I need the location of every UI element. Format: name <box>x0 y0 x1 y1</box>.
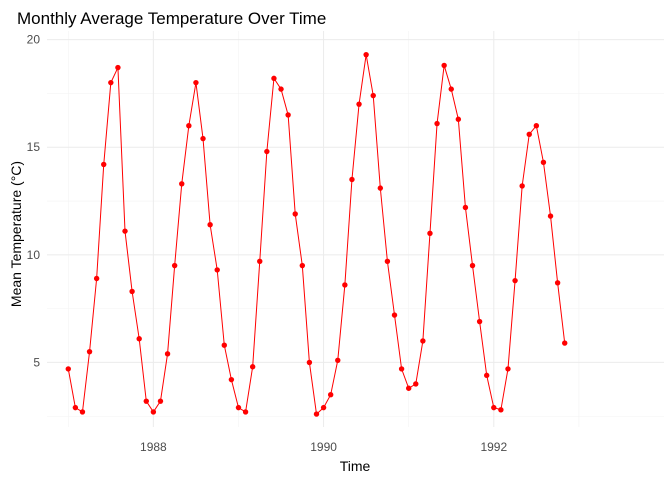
y-axis-title: Mean Temperature (°C) <box>8 161 24 307</box>
data-point <box>356 101 362 107</box>
data-point <box>65 366 71 372</box>
minor-gridlines <box>47 31 664 427</box>
x-axis-tick-labels: 1988 1990 1992 <box>140 440 507 454</box>
data-point <box>342 282 348 288</box>
temperature-series-points <box>65 51 568 417</box>
data-point <box>526 131 532 138</box>
data-point <box>455 116 462 122</box>
data-point <box>491 404 497 411</box>
data-point <box>335 357 341 363</box>
temperature-series-line <box>67 54 566 416</box>
data-point <box>285 112 291 118</box>
data-point <box>441 62 447 69</box>
data-point <box>292 211 298 217</box>
data-point <box>484 372 490 379</box>
data-point <box>363 51 369 58</box>
data-point <box>129 288 135 295</box>
data-point <box>242 409 249 415</box>
data-point <box>512 277 518 284</box>
data-point <box>179 181 185 187</box>
data-point <box>562 340 568 346</box>
data-point <box>235 404 242 411</box>
data-point <box>427 230 433 237</box>
major-gridlines <box>47 31 664 427</box>
y-axis-tick-labels: 5 10 15 20 <box>27 33 41 370</box>
data-point <box>136 336 142 342</box>
data-point <box>505 366 511 372</box>
data-point <box>533 122 540 129</box>
data-point <box>122 228 128 234</box>
data-point <box>377 185 384 191</box>
data-point <box>313 411 320 417</box>
y-tick-label: 10 <box>27 248 41 262</box>
data-point <box>519 183 525 189</box>
x-tick-label: 1990 <box>310 440 337 454</box>
data-point <box>214 267 220 273</box>
data-point <box>278 86 284 92</box>
data-point <box>540 159 547 165</box>
data-point <box>391 312 398 318</box>
y-tick-label: 20 <box>27 33 41 47</box>
data-point <box>186 122 192 129</box>
chart-title: Monthly Average Temperature Over Time <box>17 9 326 28</box>
data-point <box>79 409 86 415</box>
y-tick-label: 5 <box>33 355 40 369</box>
data-point <box>448 86 454 92</box>
data-point <box>462 204 469 211</box>
data-point <box>306 359 313 366</box>
data-point <box>469 262 476 269</box>
data-point <box>228 376 235 383</box>
data-point <box>349 176 355 183</box>
data-point <box>327 392 334 398</box>
data-point <box>171 262 178 269</box>
data-point <box>299 262 306 269</box>
data-point <box>108 79 114 86</box>
data-point <box>193 79 199 86</box>
x-axis-title: Time <box>340 458 371 474</box>
data-point <box>249 364 256 370</box>
data-point <box>143 398 149 404</box>
data-point <box>115 64 121 71</box>
data-point <box>398 366 405 372</box>
data-point <box>164 351 171 357</box>
data-point <box>476 318 483 325</box>
data-point <box>413 381 419 387</box>
data-point <box>384 258 391 264</box>
x-tick-label: 1988 <box>140 440 167 454</box>
data-point <box>405 385 412 391</box>
data-point <box>420 338 426 344</box>
data-point <box>320 404 327 411</box>
x-tick-label: 1992 <box>480 440 507 454</box>
data-point <box>264 148 270 155</box>
data-point <box>257 258 263 264</box>
data-point <box>547 213 554 219</box>
data-point <box>101 161 107 168</box>
y-tick-label: 15 <box>27 140 41 154</box>
data-point <box>207 221 213 228</box>
data-point <box>434 120 440 127</box>
data-point <box>221 342 227 348</box>
data-point <box>554 280 561 286</box>
data-point <box>370 92 376 99</box>
data-point <box>72 404 79 411</box>
data-point <box>271 75 277 82</box>
data-point <box>93 275 100 282</box>
data-point <box>498 407 504 413</box>
data-point <box>157 398 164 404</box>
data-point <box>200 135 206 142</box>
data-point <box>150 409 157 415</box>
data-point <box>86 348 93 355</box>
